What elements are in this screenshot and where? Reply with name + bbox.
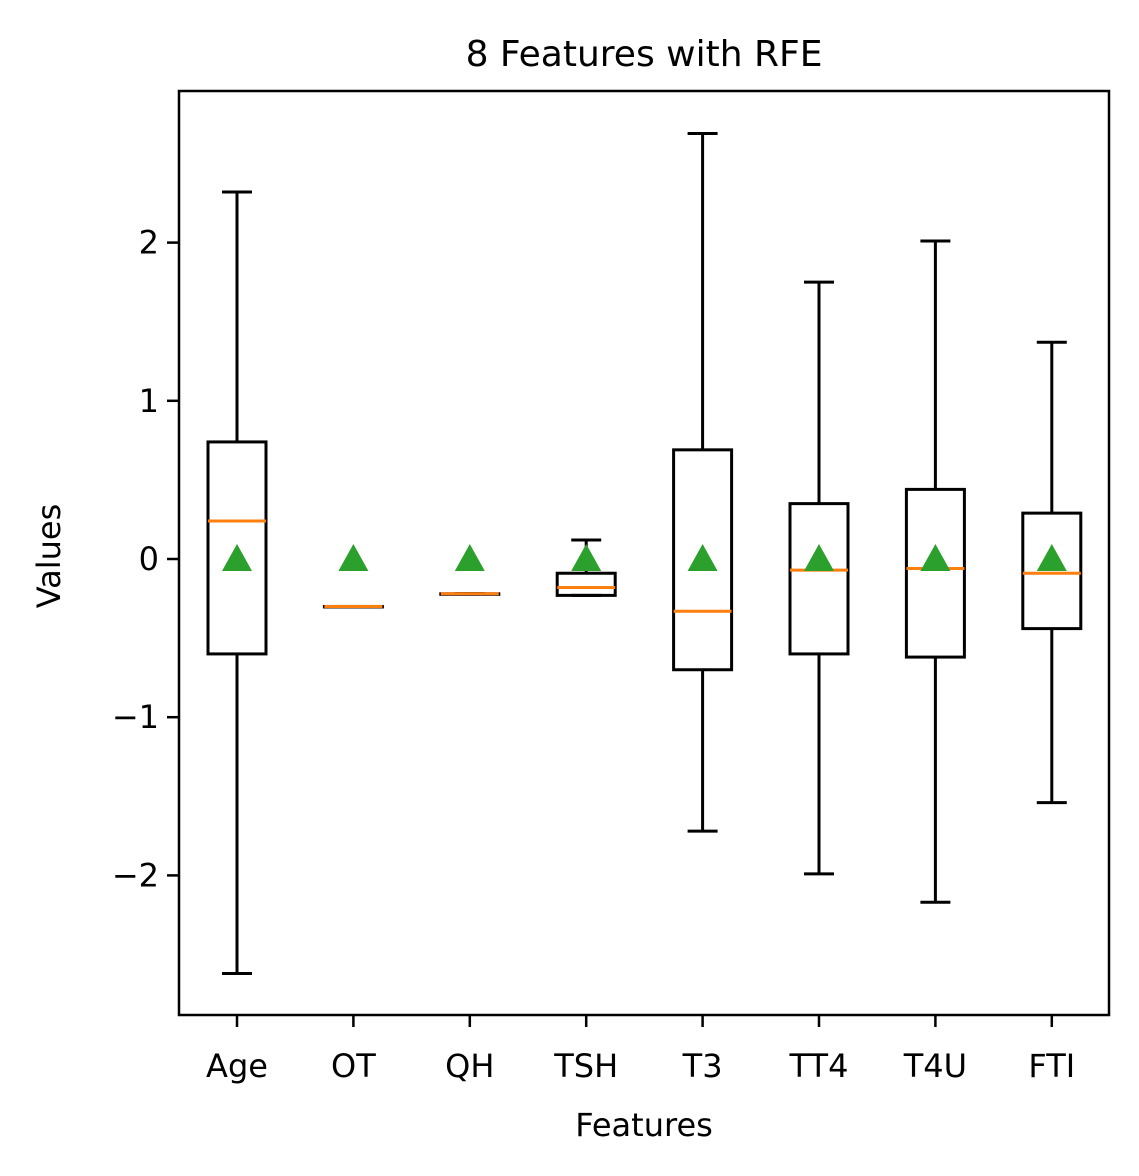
x-tick-label-age: Age — [206, 1047, 268, 1085]
box-t4u — [904, 487, 966, 659]
x-tick-label-ot: OT — [331, 1047, 376, 1085]
mean-marker-age — [222, 544, 252, 571]
mean-marker-ot — [338, 544, 369, 571]
x-tick-label-qh: QH — [445, 1047, 494, 1085]
plot-area: −2 −1 0 1 2 Age OT QH TSH T3 TT4 T4U FTI — [112, 89, 1111, 1085]
box-tsh — [555, 571, 617, 597]
x-tick-label-tt4: TT4 — [789, 1047, 849, 1085]
y-axis-label: Values — [30, 504, 68, 609]
chart-title: 8 Features with RFE — [466, 34, 823, 75]
box-age — [206, 440, 268, 656]
box-fti — [1021, 511, 1083, 631]
x-axis-label: Features — [575, 1106, 713, 1144]
mean-marker-fti — [1036, 544, 1067, 571]
box-t3 — [672, 448, 734, 672]
x-tick-label-fti: FTI — [1028, 1047, 1075, 1085]
mean-marker-t3 — [687, 544, 718, 571]
mean-marker-t4u — [920, 544, 951, 571]
y-tick-label-0: −2 — [112, 856, 159, 894]
y-tick-label-1: −1 — [112, 698, 159, 736]
y-tick-label-3: 1 — [139, 382, 159, 420]
x-tick-label-t3: T3 — [682, 1047, 723, 1085]
x-tick-label-tsh: TSH — [553, 1047, 618, 1085]
y-tick-label-4: 2 — [139, 224, 159, 262]
x-tick-label-t4u: T4U — [903, 1047, 967, 1085]
box-tt4 — [788, 502, 850, 656]
plot-frame — [177, 89, 1111, 1017]
mean-marker-qh — [454, 544, 485, 571]
mean-marker-tsh — [571, 544, 602, 571]
mean-marker-tt4 — [804, 544, 834, 571]
y-tick-label-2: 0 — [139, 540, 159, 578]
